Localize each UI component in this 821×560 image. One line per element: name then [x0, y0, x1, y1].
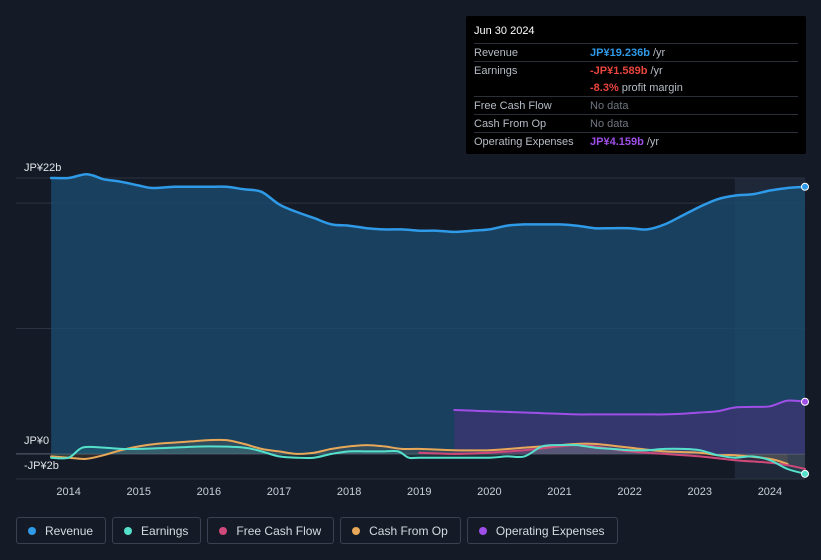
tooltip-unit: /yr	[652, 46, 666, 59]
legend-label: Revenue	[45, 523, 94, 538]
legend-item-free-cash-flow[interactable]: Free Cash Flow	[207, 517, 335, 544]
free-cash-flow-dot-icon	[219, 526, 228, 535]
series-end-dots	[801, 182, 809, 478]
earnings-dot-icon	[124, 526, 133, 535]
x-tick-label: 2018	[337, 486, 361, 498]
tooltip-unit: /yr	[650, 64, 663, 77]
legend: Revenue Earnings Free Cash Flow Cash Fro…	[16, 517, 618, 544]
tooltip-value: No data	[590, 99, 629, 112]
x-tick-label: 2020	[477, 486, 501, 498]
x-tick-label: 2021	[547, 486, 571, 498]
x-tick-label: 2022	[617, 486, 641, 498]
tooltip-value: -JP¥1.589b	[590, 64, 648, 77]
earnings-line	[50, 443, 806, 475]
tooltip-row-operating-expenses: Operating Expenses JP¥4.159b /yr	[474, 133, 798, 150]
revenue-line	[49, 172, 807, 234]
x-tick-label: 2019	[407, 486, 431, 498]
x-tick-label: 2017	[267, 486, 291, 498]
earnings-area	[51, 444, 806, 474]
tooltip-label: Earnings	[474, 64, 518, 77]
x-tick-label: 2015	[126, 486, 150, 498]
y-axis-zero-label: JP¥0	[24, 435, 49, 447]
cash-from-op-dot-icon	[352, 526, 361, 535]
revenue-end-dot	[801, 182, 809, 191]
tooltip-label: Free Cash Flow	[474, 99, 552, 112]
legend-item-operating-expenses[interactable]: Operating Expenses	[466, 517, 618, 544]
legend-label: Free Cash Flow	[236, 523, 322, 538]
tooltip-label: Cash From Op	[474, 117, 547, 130]
series-areas	[51, 174, 806, 474]
tooltip: Jun 30 2024 Revenue JP¥19.236b /yr Earni…	[466, 16, 806, 154]
tooltip-row-free-cash-flow: Free Cash Flow No data	[474, 97, 798, 115]
tooltip-row-cash-from-op: Cash From Op No data	[474, 115, 798, 133]
legend-label: Cash From Op	[369, 523, 448, 538]
operating-expenses-end-dot	[801, 397, 809, 406]
x-tick-label: 2024	[758, 486, 782, 498]
legend-item-revenue[interactable]: Revenue	[16, 517, 107, 544]
tooltip-date: Jun 30 2024	[474, 16, 798, 44]
cash-from-op-line	[50, 438, 789, 465]
tooltip-row-earnings: Earnings -JP¥1.589b /yr	[474, 62, 798, 79]
series-lines	[49, 172, 807, 475]
x-tick-label: 2016	[197, 486, 221, 498]
revenue-dot-icon	[28, 526, 36, 535]
operating-expenses-line	[453, 399, 806, 416]
tooltip-value: JP¥4.159b	[590, 135, 644, 148]
x-axis-ticks: 2014 2015 2016 2017 2018 2019 2020 2021 2022 2023…	[56, 486, 782, 498]
legend-item-earnings[interactable]: Earnings	[112, 517, 202, 544]
tooltip-unit: /yr	[646, 135, 660, 148]
tooltip-value: -8.3%	[590, 81, 619, 94]
tooltip-value: JP¥19.236b	[590, 46, 650, 59]
tooltip-value: No data	[590, 117, 629, 130]
legend-item-cash-from-op[interactable]: Cash From Op	[340, 517, 461, 544]
x-tick-label: 2023	[688, 486, 712, 498]
tooltip-row-revenue: Revenue JP¥19.236b /yr	[474, 44, 798, 62]
earnings-end-dot	[801, 469, 809, 478]
tooltip-label: Revenue	[474, 46, 519, 59]
y-axis-bottom-label: -JP¥2b	[24, 460, 59, 472]
legend-label: Operating Expenses	[495, 523, 605, 538]
revenue-area	[51, 174, 806, 454]
legend-label: Earnings	[141, 523, 189, 538]
y-axis-top-label: JP¥22b	[24, 162, 61, 174]
x-tick-label: 2014	[56, 486, 80, 498]
tooltip-unit: profit margin	[621, 81, 683, 94]
tooltip-row-profit-margin: -8.3% profit margin	[474, 79, 798, 97]
tooltip-label: Operating Expenses	[474, 135, 574, 148]
operating-expenses-dot-icon	[478, 526, 487, 535]
